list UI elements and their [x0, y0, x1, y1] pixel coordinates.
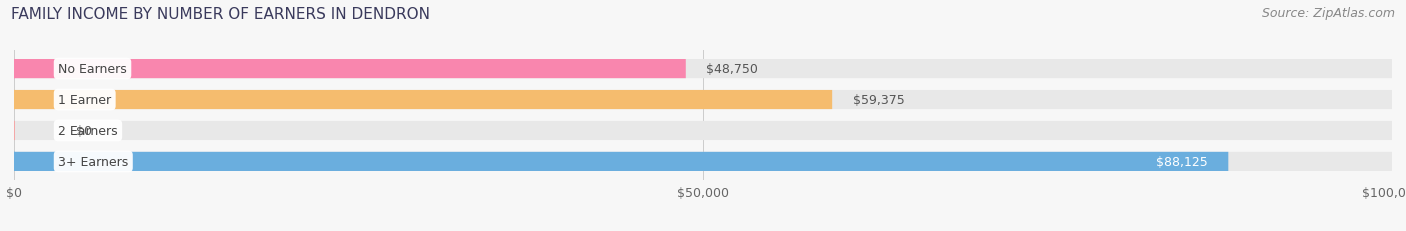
Text: No Earners: No Earners	[58, 63, 127, 76]
FancyBboxPatch shape	[14, 91, 1392, 110]
FancyBboxPatch shape	[14, 60, 1392, 79]
FancyBboxPatch shape	[14, 152, 1229, 171]
Text: Source: ZipAtlas.com: Source: ZipAtlas.com	[1261, 7, 1395, 20]
Text: 3+ Earners: 3+ Earners	[58, 155, 128, 168]
FancyBboxPatch shape	[14, 152, 1392, 171]
Text: 1 Earner: 1 Earner	[58, 94, 111, 106]
FancyBboxPatch shape	[14, 121, 1392, 140]
FancyBboxPatch shape	[14, 91, 832, 110]
Text: $59,375: $59,375	[853, 94, 904, 106]
Text: $48,750: $48,750	[706, 63, 758, 76]
FancyBboxPatch shape	[14, 60, 686, 79]
Text: 2 Earners: 2 Earners	[58, 125, 118, 137]
Text: $88,125: $88,125	[1156, 155, 1208, 168]
Text: $0: $0	[76, 125, 91, 137]
Text: FAMILY INCOME BY NUMBER OF EARNERS IN DENDRON: FAMILY INCOME BY NUMBER OF EARNERS IN DE…	[11, 7, 430, 22]
